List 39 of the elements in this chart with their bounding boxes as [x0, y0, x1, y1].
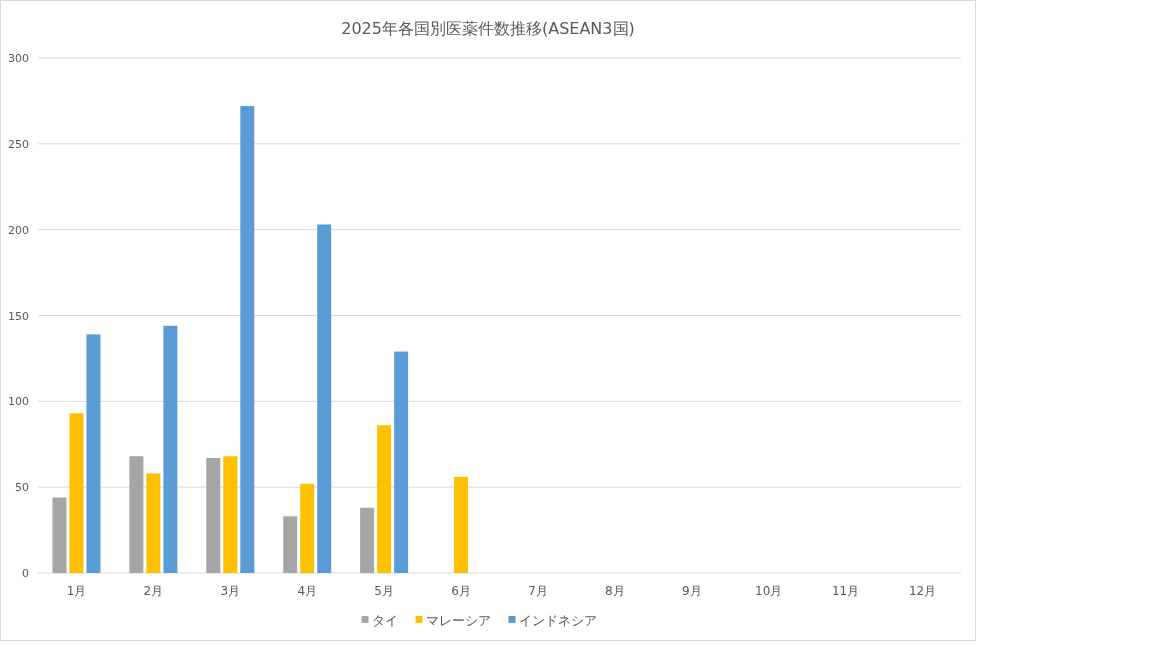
bar	[146, 473, 161, 573]
bar	[240, 106, 255, 573]
bar	[300, 483, 315, 573]
bar	[52, 497, 67, 573]
x-tick-label: 10月	[755, 584, 783, 598]
x-tick-label: 7月	[528, 584, 548, 598]
bar	[69, 413, 84, 573]
legend-label: インドネシア	[518, 613, 597, 628]
bar	[129, 456, 144, 573]
y-tick-label: 250	[8, 137, 29, 151]
bar	[206, 457, 221, 573]
y-tick-label: 300	[8, 52, 29, 65]
x-tick-label: 3月	[220, 584, 241, 598]
bar	[377, 425, 392, 573]
x-tick-label: 12月	[908, 584, 937, 598]
y-tick-label: 50	[15, 481, 29, 495]
y-tick-label: 0	[22, 567, 29, 580]
y-tick-label: 100	[8, 395, 29, 409]
bar	[86, 334, 101, 573]
x-tick-label: 8月	[605, 584, 625, 598]
bar	[163, 325, 178, 573]
bar	[283, 516, 298, 573]
bar	[360, 507, 375, 573]
y-tick-label: 200	[8, 223, 29, 237]
x-tick-label: 4月	[297, 584, 318, 598]
legend-label: タイ	[371, 613, 398, 628]
bar	[223, 456, 238, 573]
x-tick-label: 11月	[831, 584, 860, 598]
x-tick-label: 9月	[681, 584, 702, 598]
x-tick-label: 2月	[143, 584, 164, 598]
legend-label: マレーシア	[425, 613, 491, 628]
x-tick-label: 5月	[374, 584, 394, 598]
bar	[454, 476, 469, 573]
x-tick-label: 1月	[66, 584, 87, 598]
bar	[317, 224, 332, 573]
x-tick-label: 6月	[451, 584, 471, 598]
y-tick-label: 150	[8, 309, 29, 323]
bar	[394, 351, 409, 573]
chart-title: 2025年各国別医薬件数推移(ASEAN3国)	[341, 19, 635, 38]
